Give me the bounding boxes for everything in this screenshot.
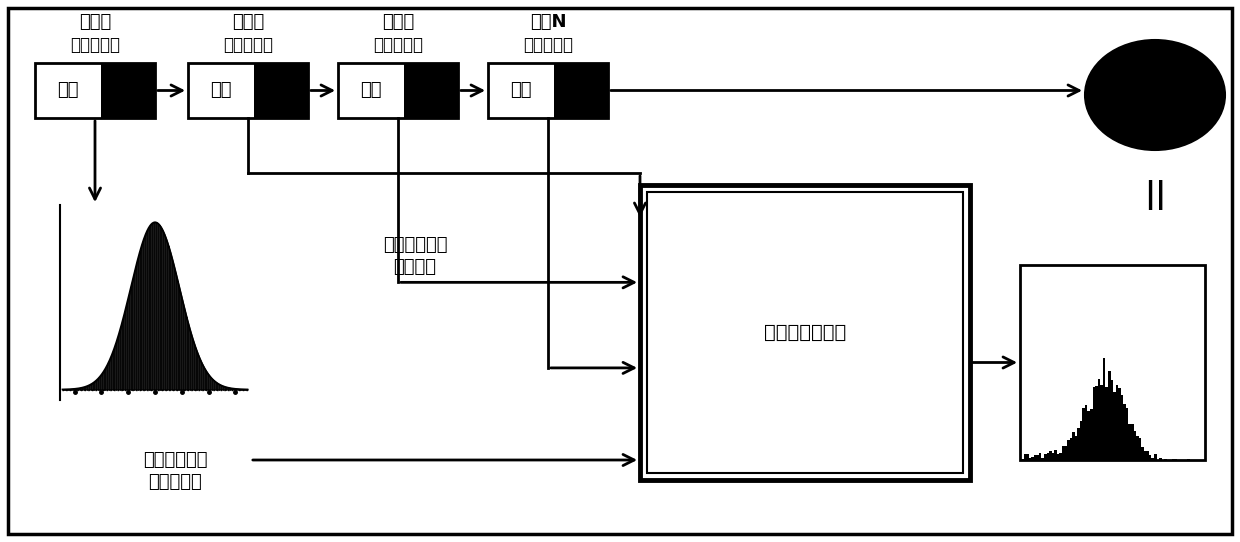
Text: 一致性控制模型: 一致性控制模型 (764, 323, 846, 342)
Text: （未进行）: （未进行） (223, 36, 273, 54)
Text: 加工: 加工 (211, 81, 232, 100)
Bar (254, 63, 308, 118)
Text: 的检验数据: 的检验数据 (148, 473, 202, 491)
Bar (188, 63, 308, 118)
Text: 已经完成工序: 已经完成工序 (143, 451, 207, 469)
Ellipse shape (1085, 40, 1225, 150)
Text: 工序一: 工序一 (79, 13, 112, 31)
Text: （未进行）: （未进行） (373, 36, 423, 54)
Text: 加工: 加工 (361, 81, 382, 100)
Text: 历史数据: 历史数据 (393, 258, 436, 276)
Bar (339, 63, 458, 118)
Bar (35, 63, 155, 118)
Bar (489, 63, 608, 118)
Text: 工序三: 工序三 (382, 13, 414, 31)
Bar (100, 63, 155, 118)
Bar (404, 63, 458, 118)
Bar (554, 63, 608, 118)
Text: ||: || (1143, 180, 1166, 210)
Text: 加工: 加工 (57, 81, 79, 100)
Text: （未进行）: （未进行） (523, 36, 573, 54)
Bar (640, 185, 970, 480)
Text: 工序N: 工序N (529, 13, 567, 31)
Text: 加工: 加工 (510, 81, 532, 100)
Text: （已完成）: （已完成） (69, 36, 120, 54)
Bar (647, 192, 963, 473)
Text: 工序二: 工序二 (232, 13, 264, 31)
Text: 未完成工序的: 未完成工序的 (383, 236, 448, 254)
Bar (1021, 265, 1205, 460)
